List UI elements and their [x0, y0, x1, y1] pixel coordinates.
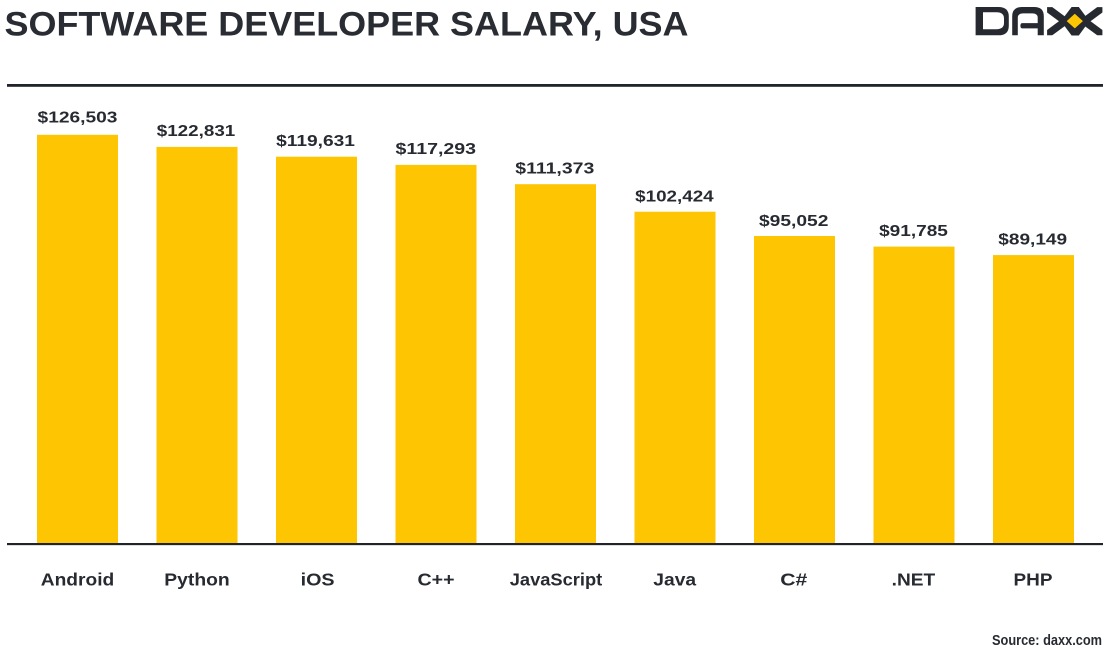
svg-text:.NET: .NET	[892, 569, 936, 589]
svg-text:Python: Python	[164, 569, 230, 589]
svg-text:$91,785: $91,785	[879, 223, 948, 240]
svg-text:C#: C#	[780, 569, 807, 589]
svg-text:Java: Java	[653, 569, 696, 589]
svg-text:$102,424: $102,424	[635, 189, 714, 206]
svg-text:$89,149: $89,149	[998, 232, 1067, 249]
svg-text:C++: C++	[418, 569, 455, 589]
svg-text:iOS: iOS	[301, 569, 335, 589]
svg-text:PHP: PHP	[1014, 569, 1053, 589]
svg-text:$122,831: $122,831	[157, 123, 236, 140]
svg-text:$95,052: $95,052	[759, 213, 829, 230]
svg-text:$117,293: $117,293	[396, 141, 477, 158]
svg-text:$126,503: $126,503	[38, 109, 118, 126]
svg-text:$119,631: $119,631	[276, 133, 355, 150]
svg-text:$111,373: $111,373	[515, 161, 594, 178]
svg-text:Android: Android	[41, 569, 115, 589]
svg-text:JavaScript: JavaScript	[510, 569, 603, 589]
svg-text:SOFTWARE DEVELOPER SALARY, USA: SOFTWARE DEVELOPER SALARY, USA	[5, 5, 689, 43]
svg-text:Source: daxx.com: Source: daxx.com	[992, 632, 1102, 649]
